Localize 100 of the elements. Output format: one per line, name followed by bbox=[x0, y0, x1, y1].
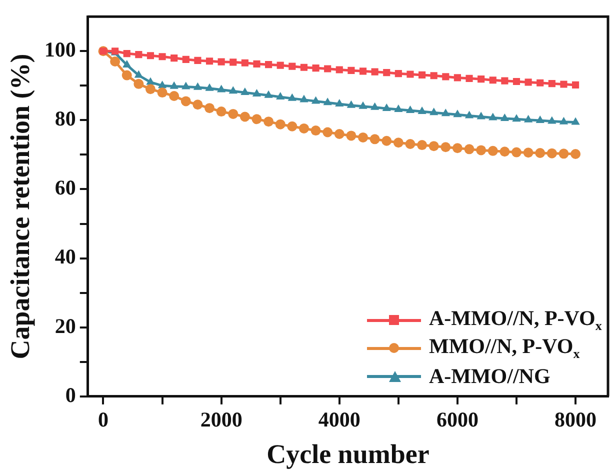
point bbox=[336, 66, 343, 74]
point bbox=[548, 80, 556, 88]
point bbox=[241, 59, 248, 66]
y-tick-label: 80 bbox=[54, 106, 76, 131]
point bbox=[218, 58, 225, 66]
point bbox=[488, 112, 498, 120]
point bbox=[300, 64, 308, 71]
point bbox=[394, 104, 403, 112]
y-tick-label: 20 bbox=[54, 314, 76, 338]
point bbox=[454, 74, 461, 82]
point bbox=[393, 138, 404, 148]
point bbox=[122, 70, 132, 80]
point bbox=[428, 141, 439, 152]
point bbox=[346, 100, 356, 108]
point bbox=[536, 116, 544, 124]
point bbox=[442, 73, 450, 80]
point bbox=[430, 108, 438, 116]
point bbox=[548, 116, 556, 124]
point bbox=[346, 130, 356, 141]
point bbox=[512, 78, 520, 86]
point bbox=[182, 82, 190, 90]
point bbox=[524, 114, 533, 122]
point bbox=[192, 100, 203, 110]
y-tick-label: 100 bbox=[44, 38, 76, 62]
point bbox=[523, 148, 534, 158]
point bbox=[559, 116, 568, 124]
point bbox=[464, 144, 474, 154]
point bbox=[417, 140, 428, 150]
point bbox=[287, 121, 298, 132]
x-tick-label: 8000 bbox=[554, 407, 597, 432]
y-axis-title: Capacitance retention (%) bbox=[5, 54, 36, 360]
x-axis-title: Cycle number bbox=[266, 438, 430, 469]
point bbox=[216, 106, 226, 117]
point bbox=[335, 98, 344, 106]
x-tick-label: 6000 bbox=[436, 407, 478, 432]
point bbox=[334, 128, 344, 139]
legend-label: A-MMO//N, P-VO$_{x}$ bbox=[429, 306, 602, 334]
point bbox=[240, 112, 250, 122]
point bbox=[228, 86, 238, 94]
point bbox=[158, 80, 167, 88]
point bbox=[194, 56, 202, 64]
point bbox=[134, 78, 144, 89]
point bbox=[572, 81, 580, 88]
point bbox=[276, 62, 284, 69]
point bbox=[230, 58, 237, 66]
point bbox=[536, 79, 544, 86]
point bbox=[418, 71, 426, 78]
point bbox=[182, 56, 190, 63]
point bbox=[524, 78, 532, 86]
point bbox=[394, 70, 402, 78]
point bbox=[418, 106, 426, 114]
point bbox=[180, 96, 191, 106]
y-tick-label: 0 bbox=[65, 382, 76, 407]
point bbox=[546, 148, 557, 158]
point bbox=[452, 143, 462, 154]
legend-label: A-MMO//NG bbox=[429, 364, 550, 389]
point bbox=[298, 123, 309, 134]
y-tick-label: 60 bbox=[54, 176, 76, 200]
point bbox=[122, 60, 132, 68]
point bbox=[265, 61, 272, 68]
point bbox=[430, 72, 438, 80]
point bbox=[204, 103, 215, 114]
point bbox=[382, 103, 391, 111]
point bbox=[489, 76, 496, 84]
point bbox=[570, 149, 581, 160]
point bbox=[405, 139, 416, 150]
point bbox=[312, 64, 320, 72]
point bbox=[253, 60, 260, 68]
point bbox=[145, 84, 156, 94]
point bbox=[441, 108, 450, 116]
point bbox=[406, 70, 414, 78]
point bbox=[382, 136, 392, 146]
point bbox=[311, 96, 320, 104]
point bbox=[288, 93, 296, 101]
x-tick-label: 4000 bbox=[318, 407, 360, 432]
point bbox=[110, 56, 120, 66]
y-tick-label: 40 bbox=[54, 244, 76, 269]
point bbox=[193, 82, 202, 90]
point bbox=[560, 80, 568, 88]
point bbox=[535, 148, 546, 158]
point bbox=[358, 101, 368, 109]
point bbox=[288, 62, 296, 70]
point bbox=[205, 83, 214, 91]
point bbox=[322, 127, 333, 138]
point bbox=[324, 65, 332, 72]
point bbox=[440, 142, 451, 152]
point bbox=[348, 66, 355, 74]
point bbox=[264, 90, 273, 98]
point bbox=[252, 114, 262, 124]
point bbox=[370, 102, 380, 110]
x-tick-label: 0 bbox=[98, 407, 108, 432]
point bbox=[216, 84, 226, 92]
point bbox=[370, 134, 380, 144]
point bbox=[123, 50, 130, 58]
point bbox=[157, 88, 168, 98]
point bbox=[252, 88, 262, 96]
point bbox=[359, 68, 367, 75]
point bbox=[228, 108, 238, 119]
point bbox=[511, 147, 522, 158]
x-tick-label: 2000 bbox=[200, 407, 242, 432]
